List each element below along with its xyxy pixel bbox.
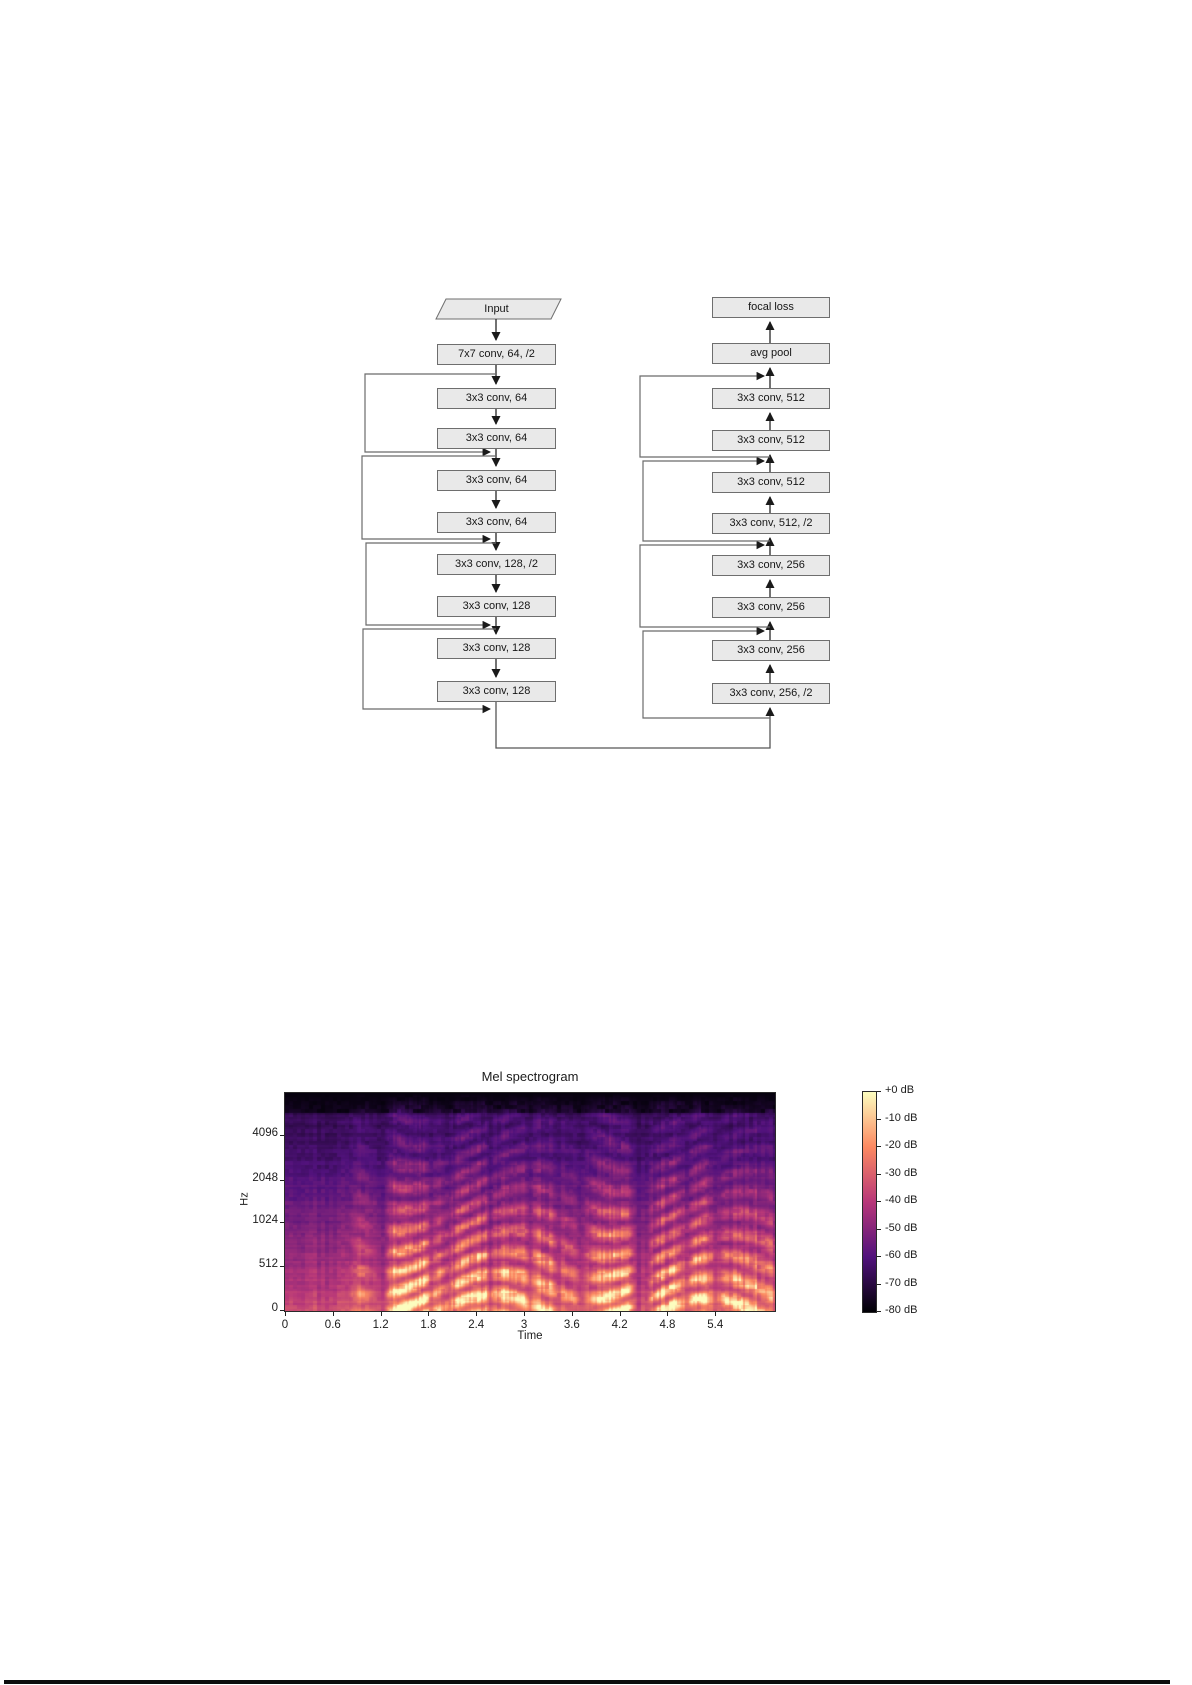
x-tick-mark xyxy=(619,1312,621,1316)
colorbar-tick-mark xyxy=(877,1091,881,1092)
colorbar-tick-label: -60 dB xyxy=(885,1249,918,1261)
colorbar-tick-mark xyxy=(877,1256,881,1257)
page-bottom-rule xyxy=(4,1680,1170,1684)
flow-box-3x3-conv-128-b: 3x3 conv, 128 xyxy=(437,638,556,659)
x-tick-mark xyxy=(380,1312,382,1316)
flow-box-3x3-conv-256-b: 3x3 conv, 256 xyxy=(712,597,830,618)
flow-arrows xyxy=(361,298,775,749)
x-tick-mark xyxy=(428,1312,430,1316)
x-axis-label: Time xyxy=(517,1330,543,1342)
x-tick-mark xyxy=(285,1312,286,1316)
x-tick-mark xyxy=(332,1312,334,1316)
colorbar-tick-label: -50 dB xyxy=(885,1221,918,1234)
x-tick-mark xyxy=(715,1312,717,1316)
colorbar-tick-label: -80 dB xyxy=(885,1304,918,1316)
y-tick-mark xyxy=(280,1179,284,1181)
colorbar-tick-mark xyxy=(877,1201,881,1202)
skip-connections-left xyxy=(361,373,496,714)
y-tick-mark xyxy=(280,1135,284,1137)
x-tick-label: 3.6 xyxy=(563,1319,580,1331)
x-tick-mark xyxy=(476,1312,478,1316)
flow-node-input: Input xyxy=(484,303,509,315)
y-tick-mark xyxy=(280,1309,284,1311)
x-tick-mark xyxy=(571,1312,573,1316)
chart-title: Mel spectrogram xyxy=(481,1069,579,1084)
flow-box-3x3-conv-128-a: 3x3 conv, 128 xyxy=(437,596,556,617)
x-tick-label: 1.8 xyxy=(420,1319,437,1331)
flow-box-3x3-conv-256-a: 3x3 conv, 256 xyxy=(712,555,830,576)
y-tick-label: 512 xyxy=(258,1258,278,1271)
y-tick-label: 2048 xyxy=(252,1171,278,1184)
flow-box-3x3-conv-512-b: 3x3 conv, 512 xyxy=(712,430,830,451)
colorbar-tick-mark xyxy=(877,1228,881,1230)
colorbar-tick-mark xyxy=(877,1311,881,1312)
colorbar-tick-mark xyxy=(877,1118,881,1120)
flow-box-3x3-conv-64-b: 3x3 conv, 64 xyxy=(437,428,556,449)
flow-box-3x3-conv-64-d: 3x3 conv, 64 xyxy=(437,512,556,533)
flow-box-3x3-conv-512-a: 3x3 conv, 512 xyxy=(712,388,830,409)
colorbar-tick-label: -30 dB xyxy=(885,1166,918,1179)
x-tick-label: 4.2 xyxy=(611,1319,628,1331)
spectrogram-image xyxy=(284,1092,776,1312)
colorbar xyxy=(862,1091,877,1313)
flow-box-3x3-conv-128-s2: 3x3 conv, 128, /2 xyxy=(437,554,556,575)
flow-box-3x3-conv-512-s2: 3x3 conv, 512, /2 xyxy=(712,513,830,534)
y-axis-label: Hz xyxy=(238,1192,251,1206)
flow-box-3x3-conv-128-c: 3x3 conv, 128 xyxy=(437,681,556,702)
colorbar-tick-label: -20 dB xyxy=(885,1139,918,1151)
flow-box-3x3-conv-64-c: 3x3 conv, 64 xyxy=(437,470,556,491)
flow-box-3x3-conv-256-s2: 3x3 conv, 256, /2 xyxy=(712,683,830,704)
skip-connections-right xyxy=(639,371,770,719)
colorbar-tick-label: -70 dB xyxy=(885,1276,918,1289)
colorbar-tick-mark xyxy=(877,1173,881,1175)
x-tick-mark xyxy=(667,1312,669,1316)
flow-box-focal-loss: focal loss xyxy=(712,297,830,318)
input-parallelogram xyxy=(435,298,562,320)
flow-box-3x3-conv-64-a: 3x3 conv, 64 xyxy=(437,388,556,409)
y-tick-label: 4096 xyxy=(252,1127,278,1140)
colorbar-tick-mark xyxy=(877,1283,881,1285)
colorbar-tick-label: -40 dB xyxy=(885,1194,918,1206)
x-tick-label: 2.4 xyxy=(468,1319,485,1331)
x-tick-label: 4.8 xyxy=(659,1319,676,1331)
flow-box-avg-pool: avg pool xyxy=(712,343,830,364)
flow-box-7x7-conv-64: 7x7 conv, 64, /2 xyxy=(437,344,556,365)
x-tick-label: 5.4 xyxy=(707,1319,724,1331)
x-tick-label: 3 xyxy=(520,1319,528,1331)
bottom-connector xyxy=(495,702,775,749)
flow-box-3x3-conv-256-c: 3x3 conv, 256 xyxy=(712,640,830,661)
flow-box-3x3-conv-512-c: 3x3 conv, 512 xyxy=(712,472,830,493)
x-tick-label: 1.2 xyxy=(372,1319,389,1331)
y-tick-label: 0 xyxy=(271,1301,278,1314)
x-tick-label: 0 xyxy=(281,1319,289,1331)
x-tick-label: 0.6 xyxy=(324,1319,341,1331)
colorbar-tick-mark xyxy=(877,1146,881,1147)
colorbar-tick-label: -10 dB xyxy=(885,1111,918,1124)
colorbar-tick-label: +0 dB xyxy=(885,1084,915,1096)
y-tick-mark xyxy=(280,1266,284,1268)
y-tick-label: 1024 xyxy=(252,1214,278,1227)
x-tick-mark xyxy=(524,1312,526,1316)
y-tick-mark xyxy=(280,1222,284,1224)
